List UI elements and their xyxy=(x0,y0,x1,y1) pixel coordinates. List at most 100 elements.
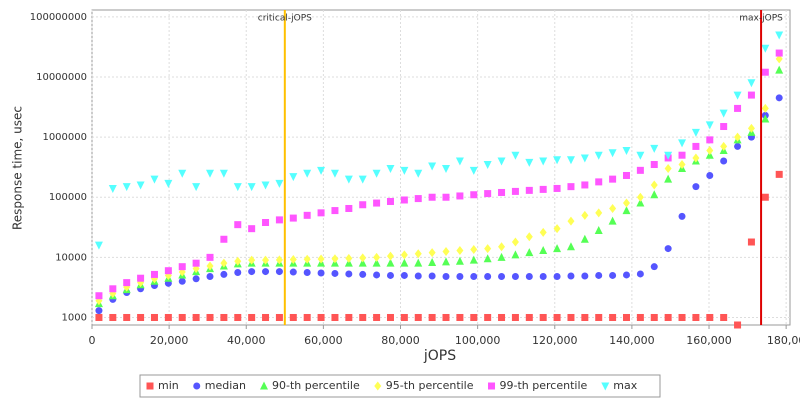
point xyxy=(373,199,381,207)
point xyxy=(206,169,215,178)
point xyxy=(275,313,283,321)
point xyxy=(567,272,575,280)
y-tick-label: 1000000 xyxy=(42,132,87,143)
point xyxy=(428,193,436,201)
point xyxy=(95,292,103,300)
point xyxy=(609,271,617,279)
point xyxy=(95,307,103,315)
point xyxy=(386,165,395,174)
point xyxy=(747,123,755,133)
legend-marker xyxy=(259,381,268,390)
point xyxy=(372,258,381,267)
x-tick-label: 20,000 xyxy=(150,334,189,347)
point xyxy=(275,179,284,188)
point xyxy=(303,313,311,321)
y-axis-label: Response time, usec xyxy=(11,106,25,230)
point xyxy=(664,164,672,174)
legend-marker xyxy=(193,382,201,390)
x-tick-label: 120,000 xyxy=(532,334,578,347)
point xyxy=(386,197,394,205)
point xyxy=(734,132,742,142)
point xyxy=(289,173,298,182)
point xyxy=(664,245,672,253)
point xyxy=(720,123,728,131)
point xyxy=(747,238,755,246)
point xyxy=(206,313,214,321)
point xyxy=(539,157,548,166)
point xyxy=(275,268,283,276)
y-tick-label: 10000 xyxy=(55,252,87,263)
point xyxy=(345,204,353,212)
point xyxy=(400,166,409,175)
point xyxy=(331,207,339,215)
point xyxy=(622,171,630,179)
point xyxy=(484,190,492,198)
point xyxy=(664,174,673,183)
point xyxy=(664,313,672,321)
point xyxy=(719,109,728,118)
plot-area xyxy=(91,9,791,326)
point xyxy=(344,175,353,184)
point xyxy=(734,142,742,150)
point xyxy=(747,79,756,88)
point xyxy=(678,139,687,148)
point xyxy=(650,190,659,199)
point xyxy=(692,313,700,321)
point xyxy=(95,313,103,321)
point xyxy=(442,257,451,266)
point xyxy=(761,68,769,76)
point xyxy=(219,169,228,178)
point xyxy=(373,252,381,262)
point xyxy=(553,184,561,192)
point xyxy=(275,216,283,224)
point xyxy=(511,250,520,259)
point xyxy=(414,272,422,280)
point xyxy=(192,259,200,267)
point xyxy=(525,273,533,281)
point xyxy=(331,254,339,264)
point xyxy=(150,175,159,184)
point xyxy=(734,321,742,329)
point xyxy=(775,65,784,74)
point xyxy=(234,313,242,321)
y-tick-label: 1000 xyxy=(62,312,87,323)
point xyxy=(455,256,464,265)
point xyxy=(498,313,506,321)
point xyxy=(678,151,686,159)
point xyxy=(303,269,311,277)
point xyxy=(262,313,270,321)
point xyxy=(511,237,519,247)
point xyxy=(497,157,506,166)
point xyxy=(456,273,464,281)
point xyxy=(456,246,464,256)
point xyxy=(761,114,770,123)
point xyxy=(220,313,228,321)
point xyxy=(609,203,617,213)
point xyxy=(525,248,534,257)
point xyxy=(650,263,658,271)
point xyxy=(608,149,617,158)
point xyxy=(567,216,575,226)
point xyxy=(720,313,728,321)
x-tick-label: 140,000 xyxy=(609,334,655,347)
legend-label: min xyxy=(158,379,179,392)
legend xyxy=(139,374,661,398)
point xyxy=(262,268,270,276)
point xyxy=(456,192,464,200)
point xyxy=(484,244,492,254)
point xyxy=(678,160,686,170)
point xyxy=(692,183,700,191)
point xyxy=(400,196,408,204)
point xyxy=(484,273,492,281)
point xyxy=(650,144,659,153)
point xyxy=(317,254,325,264)
point xyxy=(414,249,422,259)
point xyxy=(373,271,381,279)
point xyxy=(706,171,714,179)
point xyxy=(733,91,742,100)
point xyxy=(664,151,673,160)
legend-label: median xyxy=(205,379,246,392)
point xyxy=(206,261,214,271)
y-tick-label: 10000000 xyxy=(36,72,87,83)
